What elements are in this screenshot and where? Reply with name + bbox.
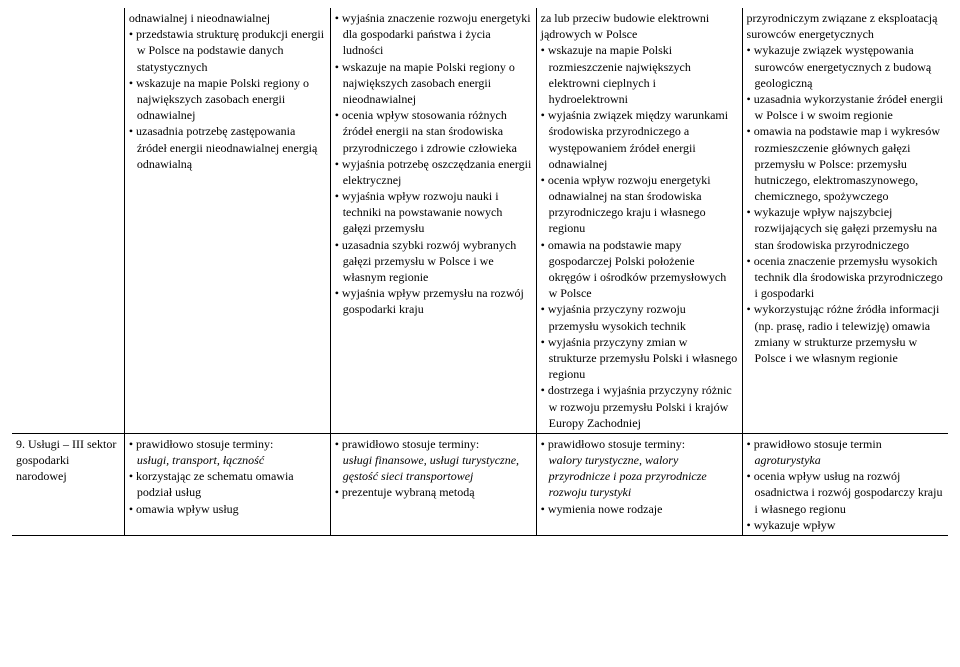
list-item: wyjaśnia wpływ przemysłu na rozwój gospo… (335, 285, 532, 317)
list-item: ocenia znaczenie przemysłu wysokich tech… (747, 253, 944, 302)
list-item: wyjaśnia przyczyny rozwoju przemysłu wys… (541, 301, 738, 333)
curriculum-table: odnawialnej i nieodnawialnejprzedstawia … (12, 8, 948, 536)
bullet-list: prawidłowo stosuje terminy: usługi, trans… (129, 436, 326, 468)
list-item: wyjaśnia związek między warunkami środow… (541, 107, 738, 172)
list-item: wyjaśnia wpływ rozwoju nauki i techniki … (335, 188, 532, 237)
list-item: odnawialnej i nieodnawialnej (129, 10, 326, 26)
list-item: wskazuje na mapie Polski rozmieszczenie … (541, 42, 738, 107)
bullet-list: za lub przeciw budowie elektrowni jądrow… (541, 10, 738, 431)
list-item: omawia na podstawie mapy gospodarczej Po… (541, 237, 738, 302)
list-item: uzasadnia wykorzystanie źródeł energii w… (747, 91, 944, 123)
list-item: wykazuje związek występowania surowców e… (747, 42, 944, 91)
list-item: prawidłowo stosuje terminy: usługi finans… (335, 436, 532, 485)
terms-text: agroturystyka (755, 453, 821, 467)
list-item: za lub przeciw budowie elektrowni jądrow… (541, 10, 738, 42)
bullet-list: prawidłowo stosuje terminy: walory turyst… (541, 436, 738, 501)
list-item: ocenia wpływ usług na rozwój osadnictwa … (747, 468, 944, 517)
terms-text: walory turystyczne, walory przyrodnicze … (549, 453, 707, 499)
table-row: 9. Usługi – III sektor gospodarki narodo… (12, 433, 948, 535)
list-item: przyrodniczym związane z eksploatacją su… (747, 10, 944, 42)
list-item: uzasadnia potrzebę zastępowania źródeł e… (129, 123, 326, 172)
row-label-cell (12, 8, 124, 433)
list-item: wskazuje na mapie Polski regiony o najwi… (129, 75, 326, 124)
bullet-list: odnawialnej i nieodnawialnejprzedstawia … (129, 10, 326, 172)
lead-text: prawidłowo stosuje terminy: (136, 437, 273, 451)
cell: za lub przeciw budowie elektrowni jądrow… (536, 8, 742, 433)
list-item: wyjaśnia przyczyny zmian w strukturze pr… (541, 334, 738, 383)
list-item: wykorzystując różne źródła informacji (n… (747, 301, 944, 366)
list-item: przedstawia strukturę produkcji energii … (129, 26, 326, 75)
list-item: dostrzega i wyjaśnia przyczyny różnic w … (541, 382, 738, 431)
cell: wyjaśnia znaczenie rozwoju energetyki dl… (330, 8, 536, 433)
cell: prawidłowo stosuje terminy: usługi finans… (330, 433, 536, 535)
lead-text: prawidłowo stosuje terminy: (548, 437, 685, 451)
cell: prawidłowo stosuje termin agroturystyka … (742, 433, 948, 535)
cell: prawidłowo stosuje terminy: walory turyst… (536, 433, 742, 535)
terms-text: usługi finansowe, usługi turystyczne, gę… (343, 453, 519, 483)
bullet-list: korzystając ze schematu omawia podział u… (129, 468, 326, 517)
lead-text: prawidłowo stosuje terminy: (342, 437, 479, 451)
list-item: wykazuje wpływ (747, 517, 944, 533)
list-item: omawia wpływ usług (129, 501, 326, 517)
list-item: uzasadnia szybki rozwój wybranych gałęzi… (335, 237, 532, 286)
list-item: wyjaśnia znaczenie rozwoju energetyki dl… (335, 10, 532, 59)
list-item: prezentuje wybraną metodą (335, 484, 532, 500)
cell: przyrodniczym związane z eksploatacją su… (742, 8, 948, 433)
list-item: ocenia wpływ stosowania różnych źródeł e… (335, 107, 532, 156)
list-item: ocenia wpływ rozwoju energetyki odnawial… (541, 172, 738, 237)
list-item: omawia na podstawie map i wykresów rozmi… (747, 123, 944, 204)
bullet-list: prawidłowo stosuje termin agroturystyka (747, 436, 944, 468)
lead-text: prawidłowo stosuje termin (754, 437, 882, 451)
bullet-list: prezentuje wybraną metodą (335, 484, 532, 500)
cell: odnawialnej i nieodnawialnejprzedstawia … (124, 8, 330, 433)
row-label-cell: 9. Usługi – III sektor gospodarki narodo… (12, 433, 124, 535)
list-item: prawidłowo stosuje terminy: usługi, trans… (129, 436, 326, 468)
list-item: prawidłowo stosuje termin agroturystyka (747, 436, 944, 468)
table-row: odnawialnej i nieodnawialnejprzedstawia … (12, 8, 948, 433)
list-item: wykazuje wpływ najszybciej rozwijających… (747, 204, 944, 253)
list-item: prawidłowo stosuje terminy: walory turyst… (541, 436, 738, 501)
bullet-list: prawidłowo stosuje terminy: usługi finans… (335, 436, 532, 485)
list-item: wyjaśnia potrzebę oszczędzania energii e… (335, 156, 532, 188)
list-item: wymienia nowe rodzaje (541, 501, 738, 517)
cell: prawidłowo stosuje terminy: usługi, trans… (124, 433, 330, 535)
bullet-list: wymienia nowe rodzaje (541, 501, 738, 517)
bullet-list: przyrodniczym związane z eksploatacją su… (747, 10, 944, 366)
list-item: wskazuje na mapie Polski regiony o najwi… (335, 59, 532, 108)
terms-text: usługi, transport, łączność (137, 453, 264, 467)
bullet-list: ocenia wpływ usług na rozwój osadnictwa … (747, 468, 944, 533)
bullet-list: wyjaśnia znaczenie rozwoju energetyki dl… (335, 10, 532, 318)
row-label: 9. Usługi – III sektor gospodarki narodo… (16, 437, 116, 483)
list-item: korzystając ze schematu omawia podział u… (129, 468, 326, 500)
